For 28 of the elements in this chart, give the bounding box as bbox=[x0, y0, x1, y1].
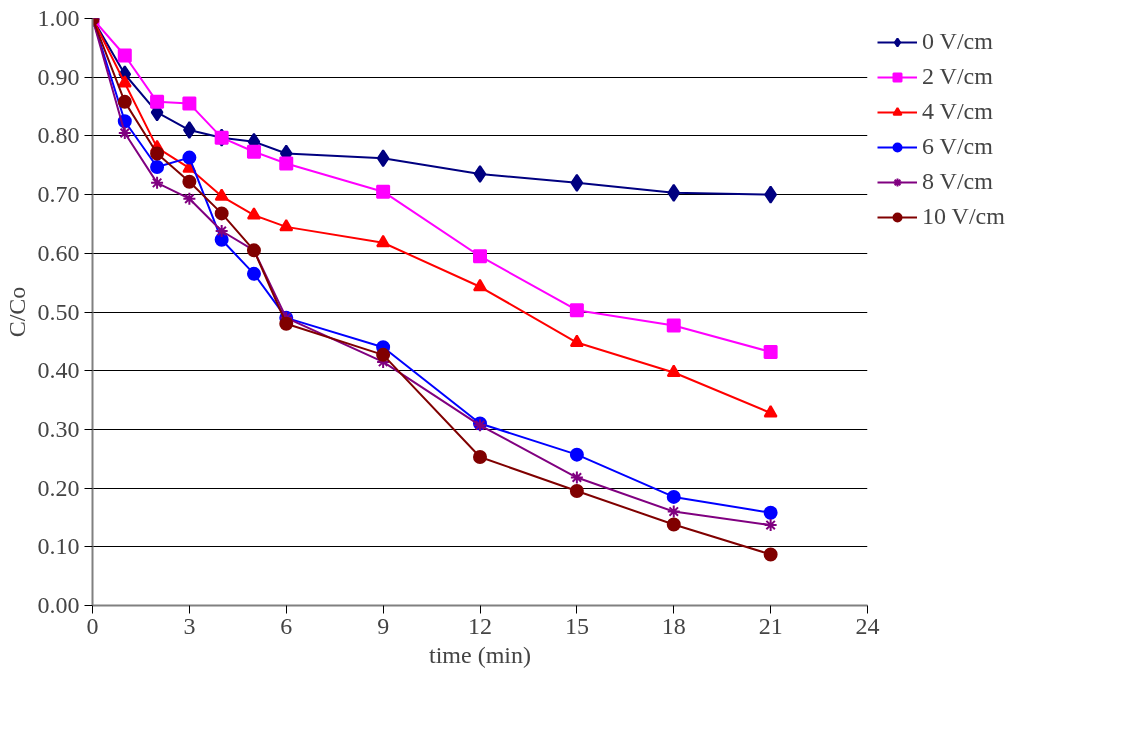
y-tick-label: 0.90 bbox=[37, 63, 80, 90]
y-tick-label: 0.10 bbox=[37, 533, 80, 560]
x-tick-label: 15 bbox=[564, 612, 589, 639]
y-tick-label: 0.70 bbox=[37, 181, 80, 208]
y-tick-label: 0.80 bbox=[37, 122, 80, 149]
y-tick-label: 0.50 bbox=[37, 298, 80, 325]
legend-label: 6 V/cm bbox=[922, 133, 993, 160]
y-tick-label: 0.00 bbox=[37, 592, 80, 618]
legend-label: 8 V/cm bbox=[922, 168, 993, 195]
x-tick-label: 3 bbox=[183, 612, 196, 639]
legend-label: 0 V/cm bbox=[922, 28, 993, 55]
x-axis-title: time (min) bbox=[429, 641, 531, 668]
legend-label: 4 V/cm bbox=[922, 98, 993, 125]
x-tick-label: 0 bbox=[86, 612, 99, 639]
x-tick-label: 21 bbox=[758, 612, 783, 639]
y-tick-label: 0.60 bbox=[37, 239, 80, 266]
y-tick-label: 1.00 bbox=[37, 5, 80, 31]
legend-label: 10 V/cm bbox=[922, 203, 1005, 230]
y-tick-label: 0.30 bbox=[37, 415, 80, 442]
x-tick-label: 6 bbox=[280, 612, 293, 639]
legend-label: 2 V/cm bbox=[922, 63, 993, 90]
y-tick-label: 0.20 bbox=[37, 474, 80, 501]
x-tick-label: 12 bbox=[468, 612, 492, 639]
x-tick-label: 9 bbox=[377, 612, 390, 639]
y-axis-title: C/Co bbox=[3, 286, 30, 338]
x-tick-label: 18 bbox=[661, 612, 686, 639]
x-tick-label: 24 bbox=[855, 612, 880, 639]
y-tick-label: 0.40 bbox=[37, 357, 80, 384]
